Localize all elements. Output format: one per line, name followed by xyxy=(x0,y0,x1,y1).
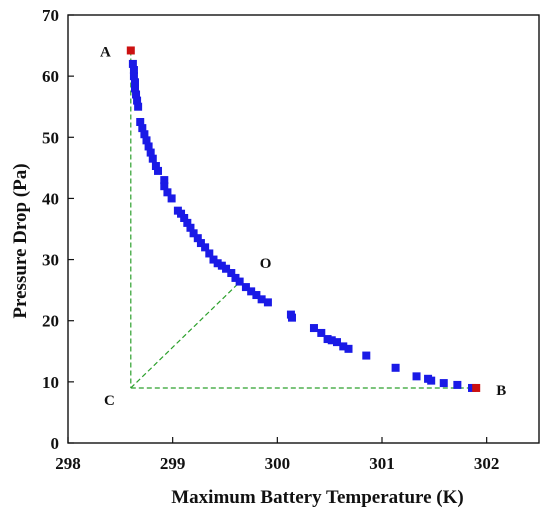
y-tick-label: 60 xyxy=(42,67,59,86)
pareto-point xyxy=(201,243,210,252)
pareto-point xyxy=(287,313,296,322)
pareto-point xyxy=(130,78,139,87)
pareto-point xyxy=(309,324,318,333)
pareto-point xyxy=(193,234,202,243)
pareto-point xyxy=(129,66,138,75)
pareto-point xyxy=(317,328,326,337)
pareto-point xyxy=(129,72,138,81)
pareto-point xyxy=(160,182,169,191)
pareto-point xyxy=(142,136,151,145)
y-tick-label: 30 xyxy=(42,251,59,270)
axes: 298 299 300 301 302 0 10 20 30 40 50 60 70 xyxy=(42,6,540,473)
pareto-point xyxy=(332,338,341,347)
y-tick-label: 20 xyxy=(42,312,59,331)
pareto-point xyxy=(140,130,149,139)
pareto-point xyxy=(468,383,477,392)
pareto-point xyxy=(247,287,256,296)
pareto-point xyxy=(138,124,147,133)
pareto-point xyxy=(134,102,143,111)
extreme-point xyxy=(472,383,481,392)
plot-frame xyxy=(67,14,540,444)
pareto-point xyxy=(439,379,448,388)
pareto-point xyxy=(205,249,214,258)
x-axis-title: Maximum Battery Temperature (K) xyxy=(171,487,464,508)
extreme-points xyxy=(126,46,481,392)
point-label-o: O xyxy=(260,256,272,272)
x-tick-label: 302 xyxy=(474,454,500,473)
y-tick-label: 50 xyxy=(42,128,59,147)
pareto-point xyxy=(132,90,141,99)
pareto-point xyxy=(453,380,462,389)
y-axis-title: Pressure Drop (Pa) xyxy=(10,163,31,318)
point-annotations: A B C O xyxy=(100,44,506,409)
pareto-point xyxy=(186,223,195,232)
pareto-point xyxy=(231,273,240,282)
pareto-point xyxy=(241,283,250,292)
pareto-point xyxy=(323,335,332,344)
y-tick-label: 40 xyxy=(42,189,59,208)
pareto-point xyxy=(227,269,236,278)
pareto-point xyxy=(257,295,266,304)
pareto-point xyxy=(263,298,272,307)
pareto-point xyxy=(151,162,160,171)
pareto-point xyxy=(189,229,198,238)
pareto-point xyxy=(130,84,139,93)
pareto-point xyxy=(327,336,336,345)
pareto-point xyxy=(163,188,172,197)
pareto-point xyxy=(154,166,163,175)
pareto-point xyxy=(391,363,400,372)
pareto-point xyxy=(222,264,231,273)
pareto-point xyxy=(362,351,371,360)
pareto-point xyxy=(136,118,145,126)
pareto-point xyxy=(148,154,157,163)
pareto-point xyxy=(235,277,244,286)
pareto-point xyxy=(133,96,142,105)
pareto-point xyxy=(339,342,348,351)
pareto-points xyxy=(128,59,477,392)
pareto-point xyxy=(196,239,205,248)
x-tick-label: 299 xyxy=(160,454,186,473)
y-tick-label: 10 xyxy=(42,373,59,392)
extreme-point xyxy=(126,46,135,55)
y-tick-label: 70 xyxy=(42,6,59,25)
pareto-point xyxy=(344,344,353,353)
pareto-point xyxy=(217,261,226,270)
pareto-point xyxy=(183,218,192,227)
pareto-point xyxy=(213,259,222,268)
pareto-point xyxy=(167,194,176,203)
guide-line xyxy=(130,278,244,389)
pareto-point xyxy=(412,372,421,381)
pareto-point xyxy=(180,213,189,222)
pareto-point xyxy=(144,142,153,151)
pareto-point xyxy=(209,255,218,264)
y-tick-label: 0 xyxy=(51,434,60,453)
pareto-point xyxy=(128,59,137,68)
pareto-point xyxy=(146,148,155,157)
pareto-point xyxy=(427,376,436,385)
pareto-point xyxy=(160,176,169,185)
x-tick-label: 301 xyxy=(369,454,395,473)
pareto-point xyxy=(177,209,186,218)
x-tick-label: 298 xyxy=(55,454,81,473)
point-label-b: B xyxy=(496,383,506,399)
x-tick-label: 300 xyxy=(265,454,291,473)
point-label-c: C xyxy=(104,393,115,409)
point-label-a: A xyxy=(100,44,111,60)
pareto-point xyxy=(252,291,261,300)
